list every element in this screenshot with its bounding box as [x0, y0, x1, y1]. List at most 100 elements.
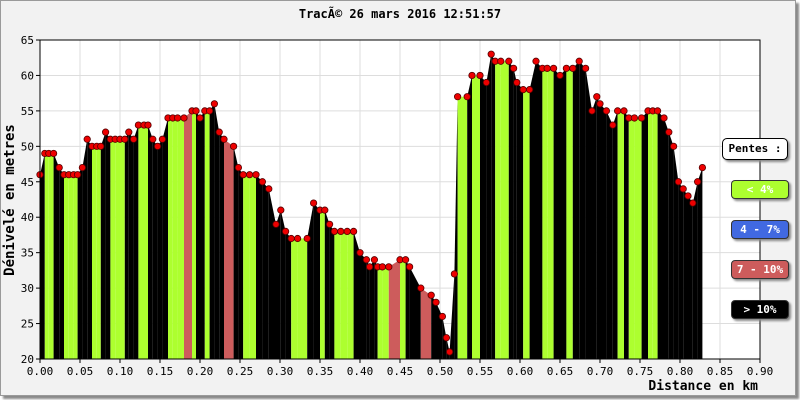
x-tick-label: 0.25	[227, 365, 254, 378]
data-point	[55, 164, 63, 172]
data-point	[684, 192, 692, 200]
slope-segment	[353, 231, 360, 359]
slope-segment	[668, 132, 674, 359]
slope-segment	[53, 153, 60, 359]
slope-segment	[628, 117, 635, 359]
data-point	[97, 142, 105, 150]
data-point	[220, 135, 228, 143]
x-tick-label: 0.65	[547, 365, 574, 378]
data-point	[174, 114, 182, 122]
data-point	[154, 142, 162, 150]
slope-segment	[120, 139, 125, 359]
y-tick-label: 55	[21, 105, 34, 118]
slope-segment	[513, 68, 517, 359]
slope-segment	[377, 266, 383, 359]
slope-segment	[268, 188, 276, 359]
slope-segment	[209, 103, 215, 359]
slope-segment	[688, 195, 693, 359]
data-point	[532, 57, 540, 65]
data-point	[482, 78, 490, 87]
slope-fills	[40, 54, 703, 360]
data-point	[83, 135, 91, 143]
x-tick-label: 0.05	[67, 365, 94, 378]
data-point	[343, 227, 351, 235]
data-point	[370, 256, 378, 264]
slope-segment	[457, 96, 468, 359]
slope-segment	[683, 188, 688, 359]
data-point	[192, 107, 200, 115]
data-point	[513, 78, 521, 87]
data-point	[130, 135, 138, 143]
slope-segment	[196, 110, 200, 359]
slope-segment	[105, 132, 111, 359]
slope-segment	[420, 288, 432, 359]
data-point	[121, 135, 129, 143]
slope-segment	[360, 252, 367, 359]
slope-segment	[200, 110, 205, 359]
data-point	[252, 171, 260, 179]
y-tick-label: 35	[21, 247, 34, 260]
slope-segment	[219, 132, 224, 359]
slope-segment	[692, 181, 698, 359]
slope-segment	[579, 61, 586, 360]
slope-segment	[572, 61, 580, 360]
slope-segment	[472, 75, 480, 359]
slope-segment	[262, 181, 269, 359]
data-point	[417, 284, 425, 292]
data-point	[653, 107, 662, 115]
x-tick-label: 0.60	[507, 365, 534, 378]
x-tick-label: 0.15	[147, 365, 174, 378]
slope-segment	[347, 231, 354, 359]
y-tick-label: 20	[21, 353, 34, 366]
data-point	[230, 142, 238, 150]
data-points	[36, 50, 707, 356]
slope-segment	[400, 259, 406, 359]
data-point	[293, 234, 302, 243]
data-point	[562, 64, 571, 72]
x-axis-label: Distance en km	[648, 379, 758, 394]
slope-segment	[256, 174, 263, 359]
data-point	[401, 256, 410, 264]
slope-segment	[547, 68, 554, 359]
y-tick-label: 25	[21, 318, 34, 331]
data-point	[215, 128, 223, 136]
x-tick-label: 0.10	[107, 365, 134, 378]
slope-segment	[542, 68, 548, 359]
x-tick-label: 0.20	[187, 365, 214, 378]
slope-segment	[276, 210, 281, 359]
data-point	[210, 100, 218, 108]
data-point	[309, 199, 318, 207]
data-point	[265, 185, 273, 193]
chart-title: TracÃ© 26 mars 2016 12:51:57	[299, 6, 501, 21]
x-tick-label: 0.85	[707, 365, 734, 378]
legend-item-steep: 7 - 10%	[731, 260, 789, 279]
slope-segment	[73, 174, 78, 359]
slope-segment	[77, 167, 83, 359]
slope-segment	[184, 110, 192, 359]
slope-segment	[486, 54, 492, 360]
slope-segment	[508, 61, 514, 360]
slope-segment	[320, 210, 325, 359]
x-tick-label: 0.40	[347, 365, 374, 378]
slope-segment	[536, 61, 543, 360]
slope-segment	[648, 110, 653, 359]
slope-segment	[168, 117, 173, 359]
data-point	[337, 227, 345, 235]
y-axis-label: Dénivelé en metres	[2, 124, 18, 276]
slope-segment	[617, 110, 624, 359]
data-point	[468, 71, 476, 80]
data-point	[330, 227, 338, 235]
data-point	[453, 93, 462, 101]
slope-segment	[324, 210, 330, 359]
data-point	[630, 114, 639, 122]
slope-segment	[480, 75, 487, 359]
data-point	[246, 171, 254, 179]
y-tick-label: 45	[21, 176, 34, 189]
slope-segment	[553, 68, 560, 359]
slope-segment	[612, 110, 618, 359]
data-point	[637, 114, 646, 122]
legend-item-very-steep: > 10%	[731, 300, 789, 319]
slope-segment	[148, 125, 153, 359]
data-point	[698, 164, 707, 172]
